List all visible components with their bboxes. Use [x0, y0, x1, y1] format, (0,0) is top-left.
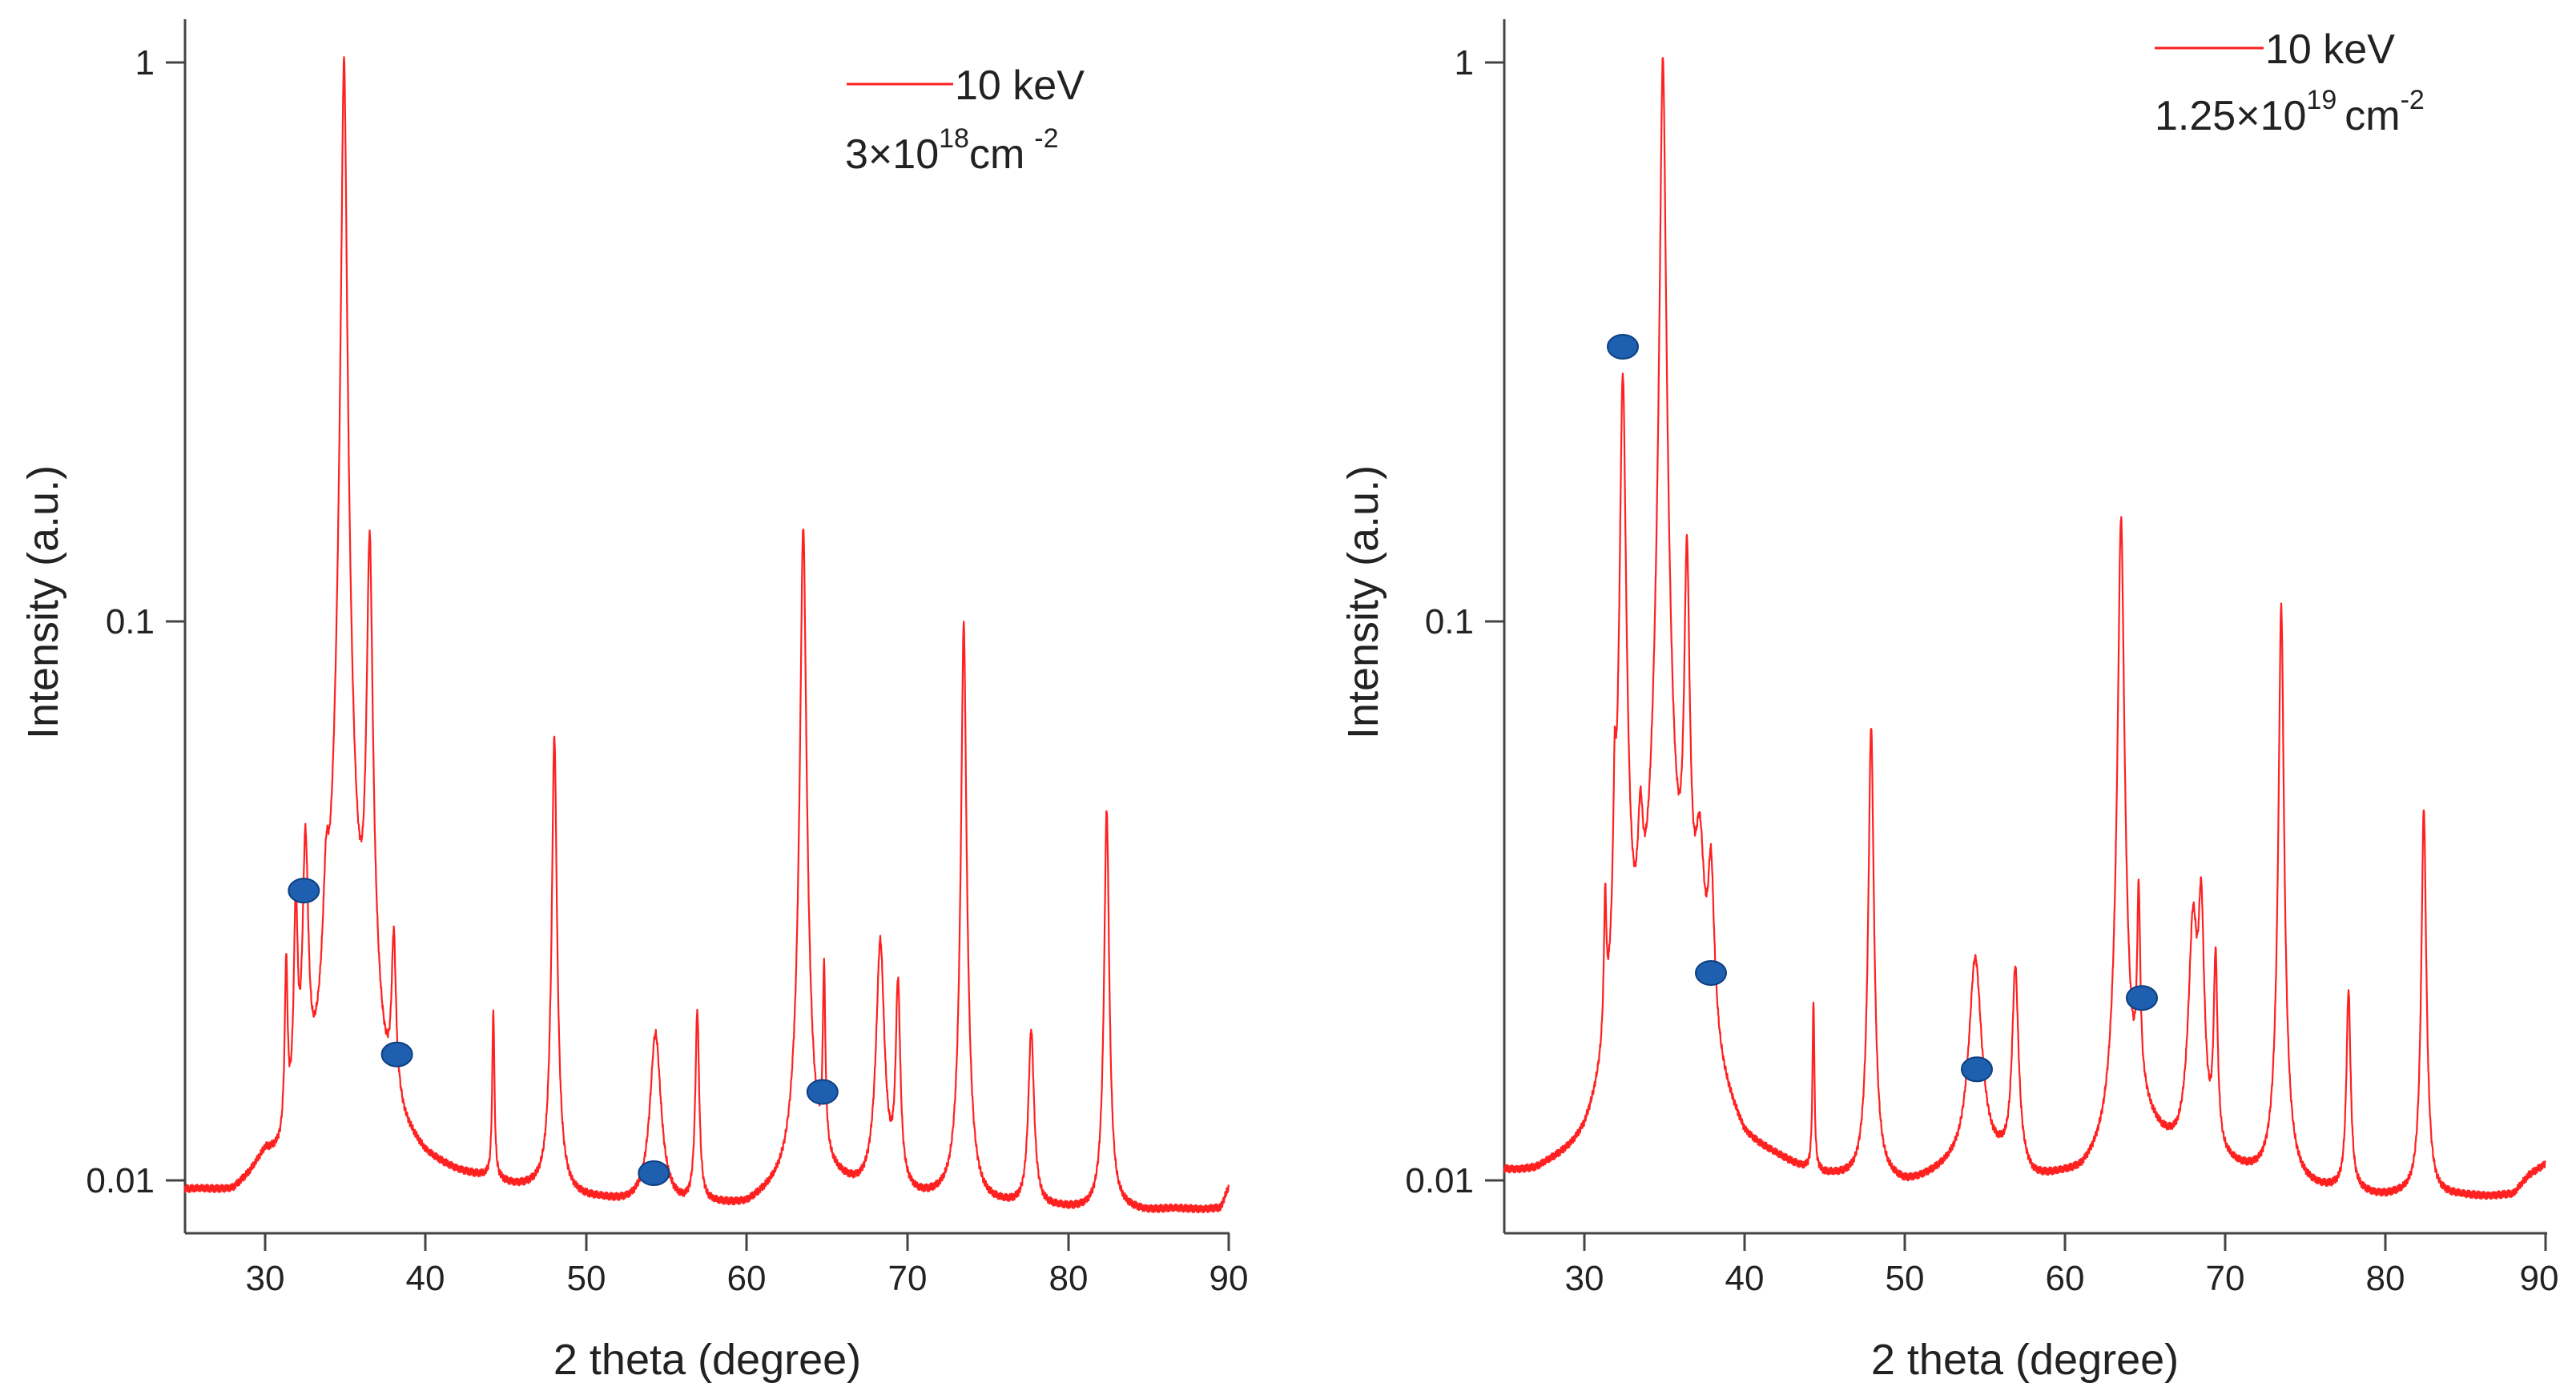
- y-tick-label: 1: [135, 43, 155, 82]
- y-axis: 1 0.1 0.01 Intensity (a.u.): [19, 19, 187, 1233]
- fluence-label: 3×1018cm -2: [845, 123, 1059, 178]
- phase-marker-point: [288, 878, 320, 904]
- x-axis-title: 2 theta (degree): [553, 1336, 861, 1384]
- x-tick-label: 40: [1725, 1259, 1765, 1298]
- x-tick-80: 80: [2366, 1233, 2405, 1298]
- x-tick-label: 90: [1210, 1259, 1249, 1298]
- fluence-unit-exponent: -2: [2401, 85, 2425, 115]
- y-tick-0.01: 0.01: [1405, 1161, 1504, 1200]
- x-tick-label: 40: [406, 1259, 445, 1298]
- y-tick-0.1: 0.1: [1425, 602, 1504, 641]
- x-tick-40: 40: [406, 1233, 445, 1298]
- y-tick-label: 0.1: [1425, 602, 1474, 641]
- x-tick-40: 40: [1725, 1233, 1765, 1298]
- fluence-base: 1.25×10: [2155, 93, 2306, 139]
- phase-marker-point: [806, 1079, 839, 1105]
- right-chart-panel: 1 0.1 0.01 Intensity (a.u.) 30 40: [1339, 19, 2558, 1384]
- x-tick-label: 70: [2206, 1259, 2245, 1298]
- x-tick-60: 60: [2046, 1233, 2085, 1298]
- left-chart-panel: 1 0.1 0.01 Intensity (a.u.) 30 40: [19, 19, 1248, 1384]
- x-tick-label: 80: [2366, 1259, 2405, 1298]
- y-tick-label: 0.01: [1405, 1161, 1474, 1200]
- fluence-unit-exponent: -2: [1034, 123, 1058, 154]
- plot-area: [1503, 57, 2546, 1200]
- plot-area: [183, 56, 1230, 1214]
- series-line-10-kev: [1503, 57, 2546, 1200]
- x-tick-label: 30: [246, 1259, 285, 1298]
- series-line-10-kev: [183, 56, 1230, 1214]
- y-axis-title: Intensity (a.u.): [19, 465, 67, 739]
- x-tick-50: 50: [567, 1233, 606, 1298]
- fluence-exponent: 19: [2306, 85, 2337, 115]
- phase-marker-point: [1607, 334, 1639, 360]
- x-tick-90: 90: [2520, 1233, 2559, 1298]
- x-tick-label: 80: [1049, 1259, 1089, 1298]
- x-tick-30: 30: [246, 1233, 285, 1298]
- x-tick-label: 50: [1886, 1259, 1925, 1298]
- x-tick-60: 60: [727, 1233, 767, 1298]
- y-tick-1: 1: [135, 43, 185, 82]
- phase-marker-point: [1695, 960, 1727, 986]
- y-tick-label: 1: [1455, 43, 1474, 82]
- legend: 10 keV 3×1018cm -2: [845, 62, 1085, 178]
- y-axis: 1 0.1 0.01 Intensity (a.u.): [1339, 19, 1506, 1233]
- phase-marker-point: [638, 1160, 670, 1186]
- x-tick-label: 30: [1565, 1259, 1604, 1298]
- fluence-exponent: 18: [939, 123, 969, 154]
- y-tick-0.01: 0.01: [86, 1161, 185, 1200]
- x-tick-label: 60: [2046, 1259, 2085, 1298]
- y-tick-label: 0.1: [106, 602, 155, 641]
- x-tick-50: 50: [1886, 1233, 1925, 1298]
- x-axis: 30 40 50 60 70 80: [185, 1232, 1249, 1384]
- x-tick-70: 70: [2206, 1233, 2245, 1298]
- legend: 10 keV 1.25×1019 cm-2: [2155, 26, 2425, 139]
- fluence-unit: cm: [969, 131, 1024, 178]
- phase-marker-point: [1961, 1056, 1993, 1083]
- x-tick-label: 50: [567, 1259, 606, 1298]
- x-tick-label: 60: [727, 1259, 767, 1298]
- x-tick-90: 90: [1210, 1233, 1249, 1298]
- phase-marker-point: [380, 1041, 413, 1067]
- fluence-label: 1.25×1019 cm-2: [2155, 85, 2425, 139]
- fluence-base: 3×10: [845, 131, 939, 178]
- x-tick-70: 70: [888, 1233, 928, 1298]
- phase-marker-point: [2126, 985, 2158, 1011]
- fluence-unit: cm: [2345, 93, 2400, 139]
- x-tick-30: 30: [1565, 1233, 1604, 1298]
- x-axis-title: 2 theta (degree): [1871, 1336, 2179, 1384]
- x-tick-label: 70: [888, 1259, 928, 1298]
- y-axis-title: Intensity (a.u.): [1339, 465, 1387, 739]
- y-tick-0.1: 0.1: [106, 602, 185, 641]
- y-tick-1: 1: [1455, 43, 1504, 82]
- y-tick-label: 0.01: [86, 1161, 155, 1200]
- legend-label: 10 keV: [955, 62, 1085, 109]
- legend-label: 10 keV: [2265, 26, 2395, 73]
- x-tick-80: 80: [1049, 1233, 1089, 1298]
- x-tick-label: 90: [2520, 1259, 2559, 1298]
- x-axis: 30 40 50 60 70 80: [1504, 1232, 2559, 1384]
